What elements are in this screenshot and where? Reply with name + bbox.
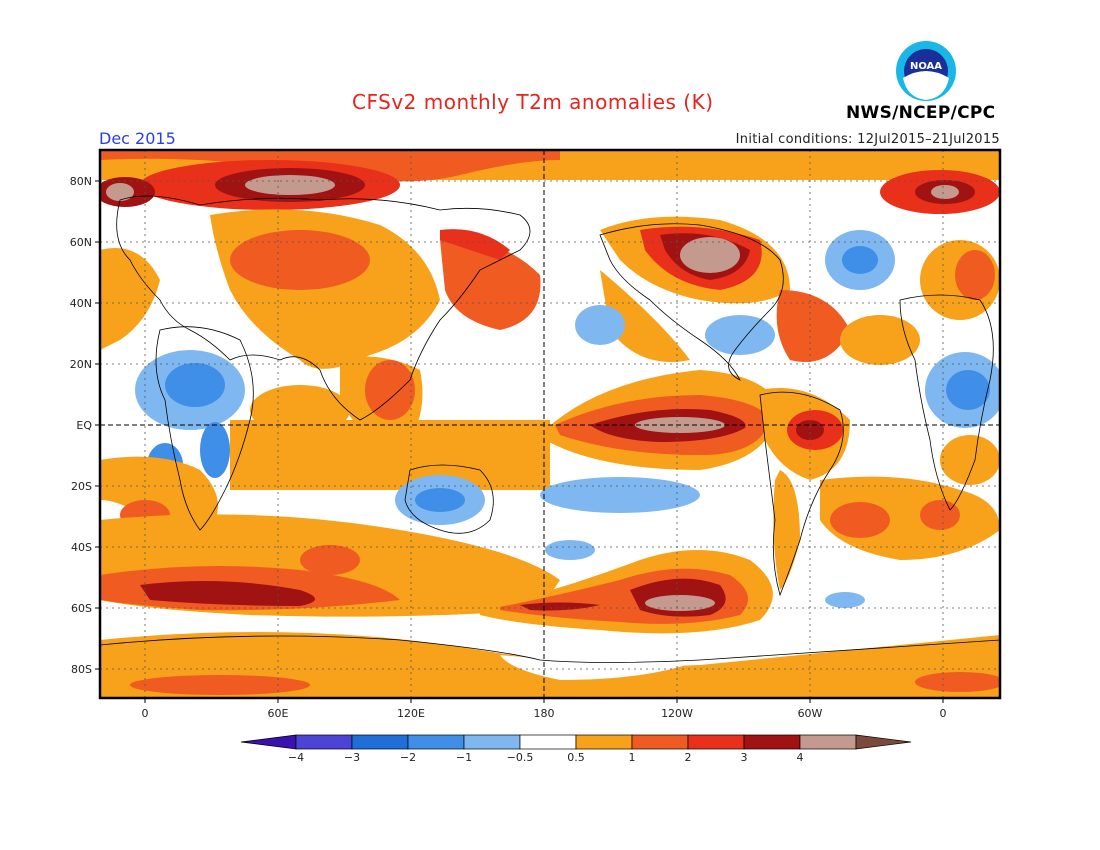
- lon-label: 60E: [268, 707, 289, 720]
- lat-label: EQ: [76, 419, 92, 432]
- noaa-logo: NOAA: [895, 40, 957, 102]
- lon-label: 0: [940, 707, 947, 720]
- lon-label: 60W: [798, 707, 823, 720]
- map-frame: [98, 148, 1002, 700]
- colorbar-tick-label: −1: [456, 751, 472, 764]
- colorbar-tick-label: −0.5: [507, 751, 534, 764]
- colorbar-segment: [463, 734, 521, 750]
- colorbar-segment: [295, 734, 353, 750]
- month-label: Dec 2015: [99, 129, 176, 148]
- lat-label: 40S: [71, 541, 92, 554]
- initial-conditions-label: Initial conditions: 12Jul2015–21Jul2015: [735, 132, 1000, 147]
- colorbar-tick-label: −3: [344, 751, 360, 764]
- lon-label: 180: [534, 707, 555, 720]
- colorbar-segment: [743, 734, 801, 750]
- colorbar-tick-label: 4: [797, 751, 804, 764]
- anomaly-field: [100, 150, 1000, 698]
- logo-text: NOAA: [910, 61, 942, 72]
- lon-label: 120W: [661, 707, 693, 720]
- lon-label: 120E: [397, 707, 425, 720]
- lat-label: 20S: [71, 480, 92, 493]
- colorbar-tick-label: 0.5: [567, 751, 585, 764]
- lon-label: 0: [142, 707, 149, 720]
- colorbar-segment: [407, 734, 465, 750]
- graticule: [100, 150, 1000, 698]
- colorbar-segment: [575, 734, 633, 750]
- colorbar-segment: [351, 734, 409, 750]
- agency-label: NWS/NCEP/CPC: [846, 103, 996, 123]
- colorbar-arrow-high: [855, 734, 912, 750]
- colorbar-tick-label: 1: [629, 751, 636, 764]
- colorbar-tick-label: −4: [288, 751, 304, 764]
- lat-label: 80N: [70, 175, 92, 188]
- lat-label: 40N: [70, 297, 92, 310]
- lat-label: 60N: [70, 236, 92, 249]
- colorbar-segment: [799, 734, 857, 750]
- lat-label: 60S: [71, 602, 92, 615]
- lat-label: 20N: [70, 358, 92, 371]
- chart-title: CFSv2 monthly T2m anomalies (K): [352, 90, 714, 114]
- colorbar-tick-label: −2: [400, 751, 416, 764]
- colorbar-segment: [519, 734, 577, 750]
- colorbar-tick-label: 3: [741, 751, 748, 764]
- colorbar-arrow-low: [240, 734, 297, 750]
- lat-label: 80S: [71, 663, 92, 676]
- colorbar: −4 −3 −2 −1 −0.5 0.5 1 2 3 4: [240, 734, 912, 764]
- colorbar-segment: [687, 734, 745, 750]
- colorbar-segment: [631, 734, 689, 750]
- colorbar-tick-label: 2: [685, 751, 692, 764]
